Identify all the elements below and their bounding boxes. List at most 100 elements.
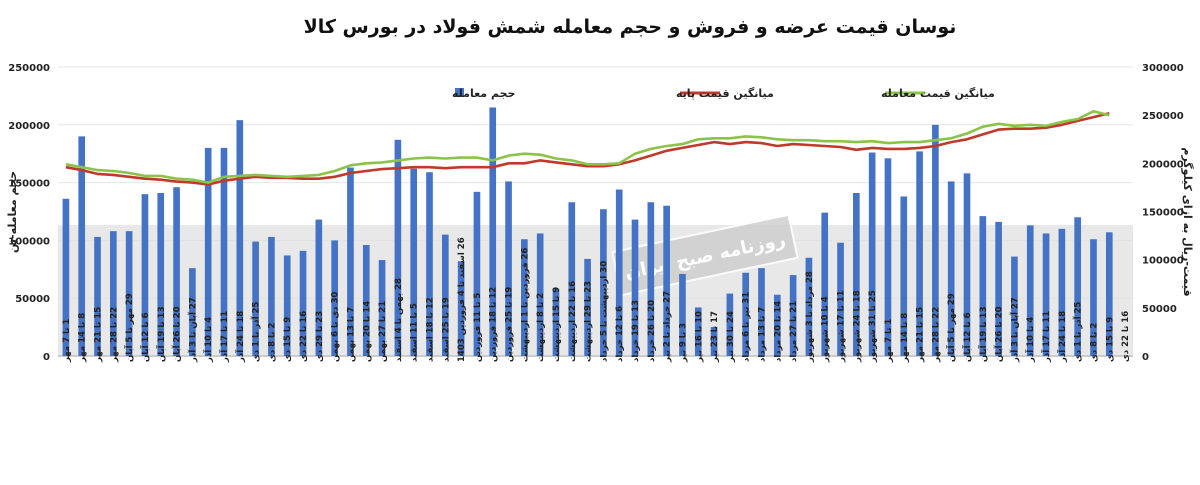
x-tick-label: 9 تا 15 دی	[283, 317, 293, 362]
volume-bar	[726, 293, 734, 356]
volume-bar	[853, 193, 860, 356]
x-tick-label: 19 تا 25 اسفند	[441, 297, 451, 362]
x-axis: 1 تا 7 مهر 8 تا 14 مهر 15 تا 21 مهر 22 تا 2…	[62, 237, 1131, 363]
y-left-tick-label: 100000	[8, 236, 50, 247]
volume-bar	[457, 261, 465, 356]
volume-bar	[283, 255, 291, 356]
x-tick-label: 11 تا 17 آذر	[1040, 311, 1052, 363]
x-tick-label: 12 تا 18 اسفند	[426, 297, 436, 362]
volume-bar	[331, 240, 338, 356]
x-tick-label: 5 تا 11 فروردین	[473, 293, 483, 362]
x-tick-label: 6 تا 12 خرداد	[615, 306, 625, 362]
volume-bar	[157, 193, 165, 356]
volume-bar	[141, 194, 149, 356]
y-left-tick-label: 50000	[15, 294, 50, 305]
volume-bar	[521, 239, 528, 356]
volume-bar	[473, 191, 481, 356]
volume-bar	[362, 245, 370, 356]
y-right-tick-label: 100000	[1142, 256, 1184, 267]
legend: حجم معامله میانگین قیمت پایه میانگین قیم…	[452, 87, 995, 100]
x-tick-label: 4 تا 10 شهریور	[821, 296, 831, 363]
volume-bar	[410, 168, 418, 356]
y-axis-left: 0 50000 100000 150000 200000 250000	[8, 63, 50, 363]
volume-bar	[173, 187, 180, 356]
volume-bar	[110, 231, 117, 356]
watermark-stamp: روزنامه صبح ایران	[611, 213, 799, 297]
x-tick-label: 29 مهر تا 5 آبان	[945, 293, 957, 362]
volume-bar	[441, 234, 449, 356]
x-tick-label: 25 آذر تا 1 دی	[1072, 302, 1084, 362]
price-line	[65, 110, 1110, 184]
y-left-tick-label: 150000	[8, 179, 50, 190]
volume-bar	[679, 273, 686, 356]
y-axis-left-label: حجم معامله-تن	[6, 171, 19, 253]
x-tick-label: 19 تا 25 فروردین	[505, 287, 515, 362]
x-tick-label: 29 مهر تا 5 آبان	[123, 293, 135, 362]
volume-bar	[742, 272, 750, 356]
legend-swatch-volume	[455, 88, 464, 97]
y-right-tick-label: 200000	[1142, 159, 1184, 170]
x-tick-label: 30 اردیبهشت تا 5 خرداد	[599, 261, 609, 362]
volume-bar	[868, 152, 876, 356]
x-tick-label: 13 تا 19 آبان	[155, 306, 167, 362]
volume-bar	[394, 139, 402, 356]
volume-bar	[315, 219, 323, 356]
volume-bar	[536, 233, 544, 356]
price-line	[65, 111, 1110, 186]
volume-bar	[947, 181, 955, 356]
x-tick-label: 6 تا 12 آبان	[961, 312, 973, 362]
volume-bar	[758, 268, 765, 356]
y-left-tick-label: 250000	[8, 63, 50, 74]
lines-group	[65, 110, 1110, 186]
volume-bar	[663, 205, 670, 356]
y-axis-right-label: قیمت-ریال به ازای کیلوگرم	[1181, 147, 1194, 296]
y-left-tick-label: 0	[43, 352, 50, 363]
x-tick-label: 14 تا 20 بهمن	[362, 301, 372, 362]
x-tick-label: 24 تا 30 تیر	[726, 311, 736, 363]
x-tick-label: 21 تا 27 مرداد	[789, 301, 799, 362]
volume-bar	[710, 327, 718, 356]
volume-bar	[584, 258, 591, 356]
volume-bar	[821, 212, 829, 356]
volume-bar	[995, 221, 1002, 356]
volume-bar	[1058, 228, 1066, 356]
x-tick-label: 27 خرداد تا 2 تیر	[663, 291, 673, 363]
x-tick-label: 25 تا 31 شهریور	[868, 290, 878, 363]
y-right-tick-label: 50000	[1142, 304, 1177, 315]
x-tick-label: 11 تا 17 آذر	[218, 311, 230, 363]
x-tick-label: 22 تا 28 مهر	[931, 307, 941, 363]
x-tick-label: 1 تا 7 مهر	[62, 319, 72, 363]
x-tick-label: 5 تا 11 اسفند	[410, 303, 420, 362]
y-right-tick-label: 0	[1142, 352, 1149, 363]
x-tick-label: 3 تا 9 تیر	[678, 323, 688, 363]
bars-group	[62, 107, 1113, 357]
y-right-tick-label: 150000	[1142, 208, 1184, 219]
x-tick-label: 28 مرداد تا 3 شهریور	[805, 271, 815, 363]
x-tick-label: 27 آبان تا 3 آذر	[1008, 297, 1020, 363]
volume-bar	[773, 294, 781, 356]
x-tick-label: 8 تا 14 مهر	[78, 313, 88, 363]
volume-bar	[236, 120, 244, 357]
volume-bar	[426, 172, 433, 356]
volume-bar	[1074, 217, 1081, 356]
x-tick-label: 21 تا 27 بهمن	[378, 301, 388, 362]
volume-bar	[1026, 225, 1034, 356]
volume-bar	[884, 158, 892, 356]
legend-label-base-price: میانگین قیمت پایه	[676, 87, 774, 100]
x-tick-label: 14 تا 20 مرداد	[773, 301, 783, 362]
x-tick-label: 20 تا 26 خرداد	[647, 300, 657, 362]
volume-bar	[694, 307, 702, 356]
x-tick-label: 16 تا 22 دی	[1121, 311, 1131, 362]
x-tick-label: 27 آبان تا 3 آذر	[186, 297, 198, 363]
x-tick-label: 2 تا 8 دی	[1090, 323, 1100, 362]
volume-bar	[615, 189, 623, 356]
x-tick-label: 7 تا 13 بهمن	[347, 307, 357, 362]
volume-bar	[204, 147, 212, 356]
volume-bar	[789, 275, 797, 356]
x-tick-label: 6 تا 12 آبان	[139, 312, 151, 362]
x-tick-label: 23 تا 29 دی	[315, 311, 325, 362]
x-tick-label: 25 آذر تا 1 دی	[250, 302, 262, 362]
x-tick-label: 1 تا 7 مهر	[884, 319, 894, 363]
x-tick-label: 26 فروردین تا 1 اردیبهشت	[520, 248, 530, 362]
volume-bar	[1105, 232, 1113, 356]
